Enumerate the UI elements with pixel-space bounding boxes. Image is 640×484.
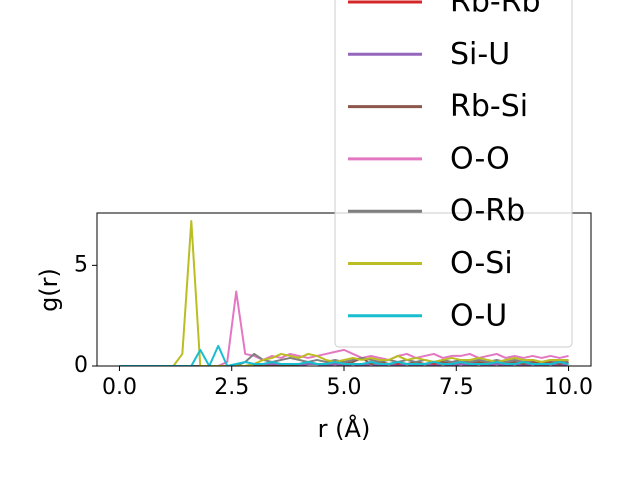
x-tick-label: 5.0: [327, 375, 362, 400]
legend-label: Si-U: [450, 37, 510, 72]
y-tick-label: 5: [74, 252, 88, 277]
legend-label: O-O: [450, 141, 510, 176]
y-tick-label: 0: [74, 353, 88, 378]
legend: Rb-Rb Si-U Rb-Si O-O O-Rb O-Si O-U: [334, 0, 573, 348]
legend-label: O-Rb: [450, 194, 525, 229]
y-axis-label: g(r): [35, 268, 63, 312]
x-tick-label: 10.0: [544, 375, 593, 400]
x-axis-label: r (Å): [318, 414, 371, 443]
legend-label: Rb-Si: [450, 89, 528, 124]
legend-label: O-Si: [450, 246, 513, 281]
series-line: [119, 344, 569, 366]
series-line: [119, 290, 569, 366]
legend-label: Rb-Rb: [450, 0, 541, 20]
x-tick-label: 2.5: [214, 375, 249, 400]
plot-lines: [119, 220, 569, 366]
series-line: [119, 362, 569, 366]
legend-box: [334, 0, 573, 348]
x-tick-label: 0.0: [102, 375, 137, 400]
legend-label: O-U: [450, 298, 507, 333]
series-line: [119, 220, 569, 366]
x-tick-label: 7.5: [439, 375, 474, 400]
